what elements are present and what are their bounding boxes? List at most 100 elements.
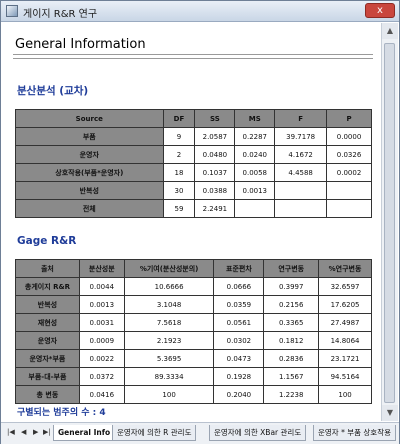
sheet-tab-bar: |◀ ◀ ▶ ▶| General Info 운영자에 의한 R 관리도 운영자… <box>1 422 399 444</box>
table-cell: 0.0002 <box>326 163 372 182</box>
table-cell: 0.0302 <box>213 331 265 350</box>
anova-section-title: 분산분석 (교차) <box>17 85 89 97</box>
row-header: 반복성 <box>15 295 80 314</box>
column-header: 연구변동 <box>263 259 320 278</box>
scroll-up-arrow-icon[interactable]: ▲ <box>382 23 398 39</box>
next-sheet-icon[interactable]: ▶ <box>33 428 39 436</box>
table-cell: 5.3695 <box>123 349 215 368</box>
table-cell: 30 <box>162 181 196 200</box>
row-header: 운영자*부품 <box>15 349 80 368</box>
row-header: 상호작용(부품*운영자) <box>15 163 164 182</box>
table-cell: 0.0326 <box>326 145 372 164</box>
scroll-thumb[interactable] <box>384 43 395 403</box>
gage-rr-table: 출처 분산성분 %기여(분산성분의) 표준편차 연구변동 %연구변동 총게이지 … <box>15 259 372 404</box>
tab-interaction[interactable]: 운영자 * 부품 상호작용 <box>313 425 397 441</box>
table-row: 반복성 30 0.0388 0.0013 <box>15 181 372 200</box>
table-cell: 7.5618 <box>123 313 215 332</box>
vertical-scrollbar[interactable]: ▲ ▼ <box>381 23 398 421</box>
table-cell: 18 <box>162 163 196 182</box>
table-cell: 2 <box>162 145 196 164</box>
table-cell: 0.0013 <box>78 295 125 314</box>
table-cell: 0.0388 <box>194 181 236 200</box>
scroll-down-arrow-icon[interactable]: ▼ <box>382 405 398 421</box>
column-header: 표준편차 <box>213 259 265 278</box>
table-cell: 0.0359 <box>213 295 265 314</box>
table-cell: 0.0058 <box>234 163 276 182</box>
table-row: 재현성 0.0031 7.5618 0.0561 0.3365 27.4987 <box>15 313 372 332</box>
table-cell: 94.5164 <box>318 367 372 386</box>
table-cell: 0.0666 <box>213 277 265 296</box>
table-row: 운영자 0.0009 2.1923 0.0302 0.1812 14.8064 <box>15 331 372 350</box>
column-header: P <box>326 109 372 128</box>
row-header: 총 변동 <box>15 385 80 404</box>
table-cell: 2.1923 <box>123 331 215 350</box>
column-header: 출처 <box>15 259 80 278</box>
table-cell: 0.0009 <box>78 331 125 350</box>
table-cell: 100 <box>123 385 215 404</box>
table-cell: 0.0480 <box>194 145 236 164</box>
distinct-categories: 구별되는 범주의 수 : 4 <box>17 408 106 418</box>
table-cell: 0.0031 <box>78 313 125 332</box>
table-cell: 0.2040 <box>213 385 265 404</box>
column-header: DF <box>162 109 196 128</box>
table-cell: 0.1928 <box>213 367 265 386</box>
row-header: 부품-대-부품 <box>15 367 80 386</box>
gage-section-title: Gage R&R <box>17 235 77 247</box>
table-cell: 23.1721 <box>318 349 372 368</box>
table-cell: 0.2156 <box>263 295 320 314</box>
page-title: General Information <box>15 37 146 52</box>
tab-xbar-chart[interactable]: 운영자에 의한 XBar 관리도 <box>209 425 307 441</box>
column-header: Source <box>15 109 164 128</box>
table-cell <box>274 199 328 218</box>
table-cell: 89.3334 <box>123 367 215 386</box>
row-header: 총게이지 R&R <box>15 277 80 296</box>
table-cell: 0.0240 <box>234 145 276 164</box>
column-header: 분산성분 <box>78 259 125 278</box>
row-header: 반복성 <box>15 181 164 200</box>
table-cell: 1.1567 <box>263 367 320 386</box>
table-row: 반복성 0.0013 3.1048 0.0359 0.2156 17.6205 <box>15 295 372 314</box>
table-cell: 0.3365 <box>263 313 320 332</box>
column-header: %연구변동 <box>318 259 372 278</box>
anova-table: Source DF SS MS F P 부품 9 2.0587 0.2287 39.71… <box>15 109 372 218</box>
table-cell: 100 <box>318 385 372 404</box>
table-row: 운영자*부품 0.0022 5.3695 0.0473 0.2836 23.1721 <box>15 349 372 368</box>
column-header: SS <box>194 109 236 128</box>
divider <box>13 54 373 55</box>
table-cell: 39.7178 <box>274 127 328 146</box>
table-cell: 2.2491 <box>194 199 236 218</box>
table-row: 상호작용(부품*운영자) 18 0.1037 0.0058 4.4588 0.0002 <box>15 163 372 182</box>
last-sheet-icon[interactable]: ▶| <box>43 428 51 436</box>
prev-sheet-icon[interactable]: ◀ <box>21 428 27 436</box>
table-row: 운영자 2 0.0480 0.0240 4.1672 0.0326 <box>15 145 372 164</box>
row-header: 운영자 <box>15 331 80 350</box>
table-cell: 0.0416 <box>78 385 125 404</box>
tab-r-chart[interactable]: 운영자에 의한 R 관리도 <box>112 425 197 441</box>
row-header: 전체 <box>15 199 164 218</box>
table-cell: 0.2836 <box>263 349 320 368</box>
table-cell: 0.2287 <box>234 127 276 146</box>
divider <box>13 58 373 59</box>
table-cell: 0.1812 <box>263 331 320 350</box>
table-cell <box>234 199 276 218</box>
close-button[interactable]: x <box>365 3 395 18</box>
table-cell: 0.1037 <box>194 163 236 182</box>
column-header: %기여(분산성분의) <box>123 259 215 278</box>
table-cell <box>326 181 372 200</box>
table-cell: 14.8064 <box>318 331 372 350</box>
table-cell: 4.4588 <box>274 163 328 182</box>
app-icon <box>6 5 18 17</box>
table-row: 부품-대-부품 0.0372 89.3334 0.1928 1.1567 94.5164 <box>15 367 372 386</box>
window-title: 게이지 R&R 연구 <box>23 9 98 20</box>
table-cell: 4.1672 <box>274 145 328 164</box>
table-cell: 59 <box>162 199 196 218</box>
table-cell: 0.0022 <box>78 349 125 368</box>
table-cell: 0.0561 <box>213 313 265 332</box>
column-header: F <box>274 109 328 128</box>
column-header: MS <box>234 109 276 128</box>
table-cell: 2.0587 <box>194 127 236 146</box>
tab-general-info[interactable]: General Info <box>53 425 116 441</box>
row-header: 운영자 <box>15 145 164 164</box>
first-sheet-icon[interactable]: |◀ <box>7 428 15 436</box>
row-header: 재현성 <box>15 313 80 332</box>
